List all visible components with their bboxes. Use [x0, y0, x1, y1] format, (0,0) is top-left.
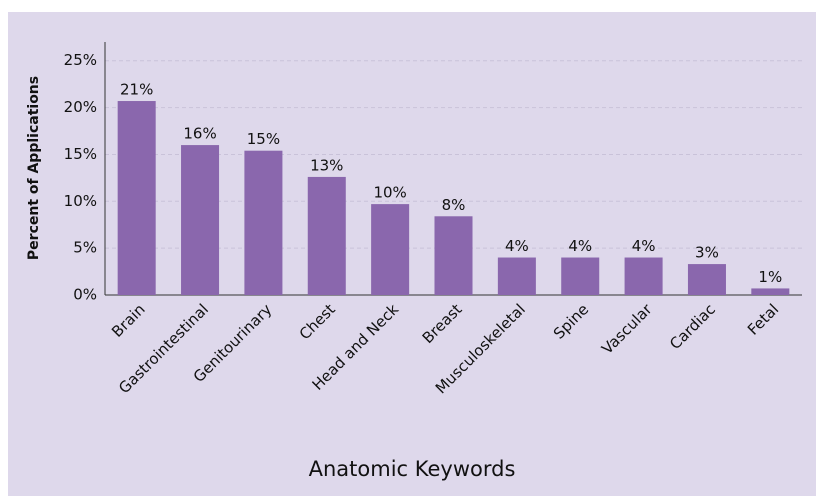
- data-label: 13%: [310, 156, 343, 174]
- bar: [624, 257, 663, 295]
- bar: [751, 288, 790, 295]
- y-tick-label: 10%: [64, 192, 97, 210]
- bar: [181, 145, 220, 295]
- data-label: 4%: [568, 237, 592, 255]
- data-label: 3%: [695, 244, 719, 262]
- bar: [307, 176, 346, 295]
- bar: [434, 216, 473, 295]
- y-tick-label: 0%: [73, 286, 97, 304]
- bar: [117, 101, 156, 296]
- bar: [371, 204, 410, 295]
- data-label: 4%: [505, 237, 529, 255]
- y-tick-label: 20%: [64, 98, 97, 116]
- data-label: 21%: [120, 81, 153, 99]
- data-label: 16%: [183, 125, 216, 143]
- x-axis-title: Anatomic Keywords: [309, 457, 516, 481]
- data-label: 10%: [373, 184, 406, 202]
- y-axis-title: Percent of Applications: [26, 76, 42, 260]
- y-tick-label: 15%: [64, 145, 97, 163]
- bar: [561, 257, 600, 295]
- bar: [687, 264, 726, 295]
- data-label: 15%: [247, 130, 280, 148]
- y-tick-label: 5%: [73, 239, 97, 257]
- bar: [244, 150, 283, 295]
- y-tick-label: 25%: [64, 51, 97, 69]
- data-label: 1%: [758, 268, 782, 286]
- data-label: 4%: [632, 237, 656, 255]
- bar: [497, 257, 536, 295]
- data-label: 8%: [442, 196, 466, 214]
